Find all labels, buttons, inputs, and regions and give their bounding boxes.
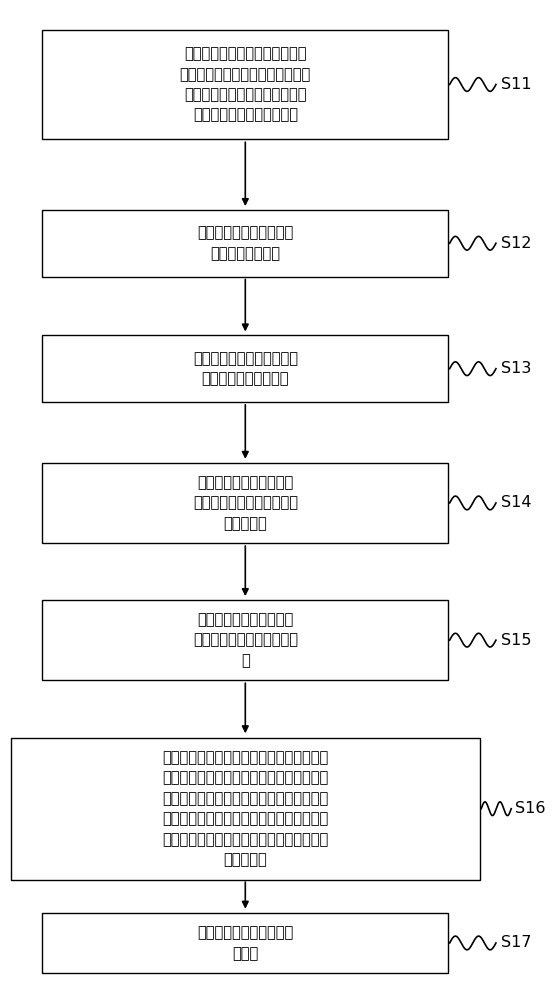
Text: S14: S14 [502, 495, 532, 510]
Text: 将水轮机和发电机安装于
外框架: 将水轮机和发电机安装于 外框架 [197, 925, 294, 961]
Text: S12: S12 [502, 236, 532, 251]
Text: 沿内套管轴向对水底进行锤击，在内套管内
对水底进行钻孔，形成桩孔，取出内套管，
朝外套管内置入连接套管，连接套管连接外
套管的底端和水底钻孔的地面上端，朝外套
: 沿内套管轴向对水底进行锤击，在内套管内 对水底进行钻孔，形成桩孔，取出内套管， … [162, 750, 329, 867]
Text: S16: S16 [515, 801, 545, 816]
FancyBboxPatch shape [42, 600, 448, 680]
Text: 卸掉浮体的浮力使外框架
沉入水底，调整外框架的水
平: 卸掉浮体的浮力使外框架 沉入水底，调整外框架的水 平 [193, 612, 298, 668]
FancyBboxPatch shape [42, 913, 448, 973]
FancyBboxPatch shape [42, 30, 448, 139]
FancyBboxPatch shape [42, 210, 448, 277]
FancyBboxPatch shape [42, 335, 448, 402]
Text: S11: S11 [502, 77, 532, 92]
Text: 制作外框架，将浮体固定于外框
架，将多根外套管固定于外框架，
分别在多根外套管的迎水侧位置
设置多个减小水流阻力结构: 制作外框架，将浮体固定于外框 架，将多根外套管固定于外框架， 分别在多根外套管的… [180, 46, 311, 123]
Text: S15: S15 [502, 633, 532, 648]
Text: 将外框架置入水中，在水中
拉动外框架至安装地点: 将外框架置入水中，在水中 拉动外框架至安装地点 [193, 351, 298, 386]
Text: 将多根内套管对应地插入
所述多根外套管内: 将多根内套管对应地插入 所述多根外套管内 [197, 226, 294, 261]
Text: 每根内套管的一端沿外套
管的轴向沉入水底，另一端
伸出于水面: 每根内套管的一端沿外套 管的轴向沉入水底，另一端 伸出于水面 [193, 475, 298, 531]
Text: S17: S17 [502, 935, 532, 950]
FancyBboxPatch shape [11, 738, 480, 880]
Text: S13: S13 [502, 361, 532, 376]
FancyBboxPatch shape [42, 463, 448, 543]
